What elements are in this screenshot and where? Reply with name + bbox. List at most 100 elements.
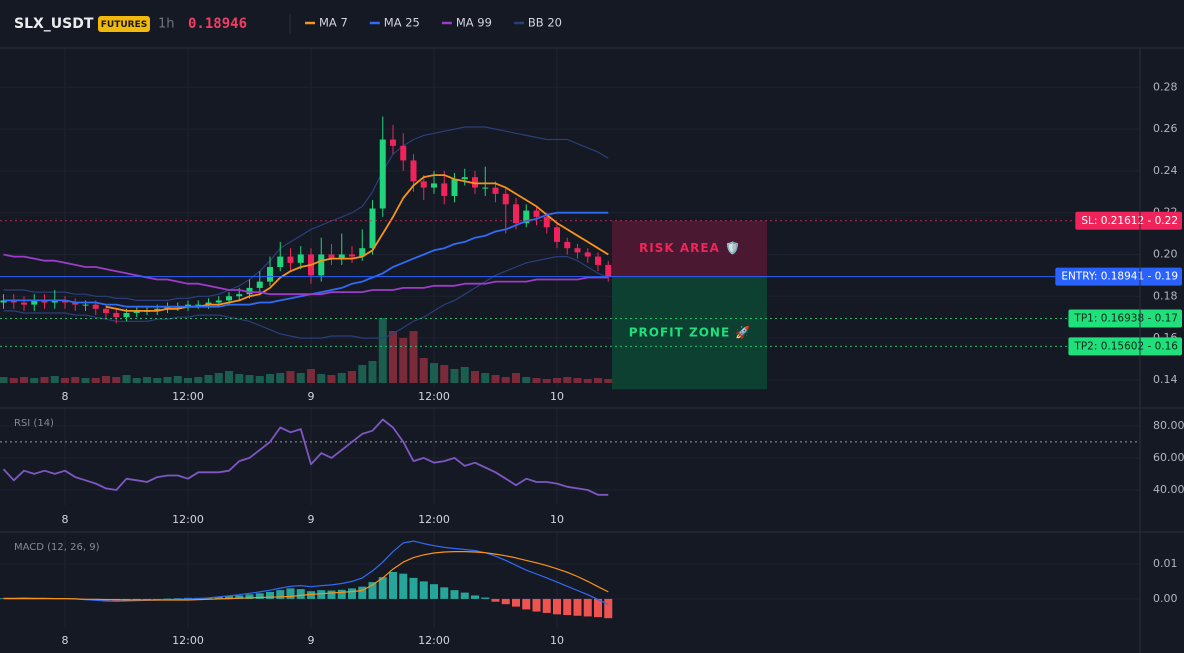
volume-bar [20, 377, 28, 383]
x-tick-label: 8 [62, 634, 69, 647]
volume-bar [450, 369, 459, 383]
histogram-bar [296, 589, 305, 599]
price-line-tag [1068, 309, 1182, 328]
candle-body [51, 300, 58, 303]
histogram-bar [358, 586, 367, 599]
volume-bar [481, 373, 490, 383]
candle-body [113, 312, 120, 318]
volume-bar [409, 331, 418, 383]
histogram-bar [409, 577, 418, 599]
ma-line [3, 211, 609, 308]
volume-bar [225, 371, 233, 383]
badge-text: FUTURES [101, 20, 147, 30]
candle-body [349, 254, 355, 257]
candle-body [482, 187, 489, 189]
rsi-line [2, 418, 609, 496]
volume-bar [102, 376, 110, 383]
histogram-bar [501, 598, 510, 605]
histogram-bar [522, 598, 531, 610]
candle-body [287, 256, 294, 263]
volume-bar [368, 361, 377, 383]
volume-bar [471, 371, 479, 383]
histogram-bar [214, 596, 223, 599]
histogram-bar [604, 598, 613, 619]
volume-bar [40, 377, 49, 383]
zone [612, 220, 767, 277]
candle-body [267, 267, 273, 282]
volume-bar [266, 374, 274, 383]
volume-bar [235, 374, 244, 383]
candle-body [215, 300, 222, 303]
histogram-bar [163, 598, 172, 600]
volume-bar [61, 378, 69, 383]
histogram-bar [399, 573, 408, 599]
candle-body [41, 300, 48, 303]
candle-body [154, 308, 161, 311]
volume-bar [460, 367, 469, 383]
candle-body [502, 193, 509, 205]
volume-bar [337, 373, 346, 383]
histogram-bar [419, 581, 428, 599]
candle-body [82, 304, 89, 306]
candle-body [205, 302, 212, 305]
candle-body [431, 183, 437, 188]
y-tick-label: 0.01 [1153, 557, 1178, 570]
ma-line [3, 253, 609, 296]
volume-bar [399, 338, 408, 383]
candle-body [513, 204, 519, 224]
x-tick-label: 12:00 [172, 634, 204, 647]
candle-body [10, 300, 17, 303]
histogram-bar [276, 590, 285, 599]
volume-bar [307, 369, 315, 383]
candle-body [256, 281, 263, 288]
volume-bar [604, 379, 613, 383]
x-tick-label: 12:00 [418, 634, 450, 647]
volume-bar [491, 375, 500, 383]
last-price: 0.18946 [188, 16, 247, 32]
candle-body [72, 302, 79, 305]
histogram-bar [491, 598, 500, 602]
pane-title: MACD (12, 26, 9) [14, 542, 100, 553]
candle-body [420, 181, 427, 188]
candle-body [21, 302, 27, 305]
candle-body [595, 256, 601, 265]
x-tick-label: 8 [62, 513, 69, 526]
volume-bar [286, 371, 295, 383]
volume-bar [594, 378, 602, 383]
volume-bar [440, 365, 449, 383]
price-line-tag [1055, 267, 1182, 286]
volume-bar [214, 373, 223, 383]
histogram-bar [225, 596, 233, 599]
volume-bar [173, 376, 182, 383]
candle-body [390, 139, 396, 146]
histogram-bar [266, 591, 274, 599]
zone [612, 276, 767, 390]
volume-bar [112, 377, 121, 383]
candle-body [123, 312, 130, 318]
candle-body [246, 287, 253, 295]
volume-bar [553, 378, 561, 383]
histogram-bar [553, 598, 561, 615]
volume-bar [327, 375, 336, 383]
histogram-bar [337, 589, 346, 599]
candle-body [574, 248, 581, 253]
candle-body [523, 210, 530, 224]
candle-body [318, 254, 325, 276]
histogram-bar [594, 598, 602, 618]
zone-label: RISK AREA 🛡️ [639, 241, 741, 255]
legend-label: MA 99 [456, 16, 492, 30]
volume-bar [573, 378, 582, 383]
histogram-bar [583, 598, 592, 617]
price-line-label: TP1: 0.16938 - 0.17 [1073, 312, 1178, 324]
candle-body [0, 300, 7, 303]
bb-lower [3, 256, 609, 339]
candle-body [92, 304, 99, 309]
volume-bar [378, 318, 387, 383]
volume-bar [563, 377, 572, 383]
y-tick-label: 80.00 [1153, 419, 1184, 432]
histogram-bar [440, 587, 449, 599]
histogram-bar [153, 598, 162, 600]
histogram-bar [471, 595, 479, 599]
volume-bar [348, 371, 356, 383]
candle-body [400, 145, 407, 161]
